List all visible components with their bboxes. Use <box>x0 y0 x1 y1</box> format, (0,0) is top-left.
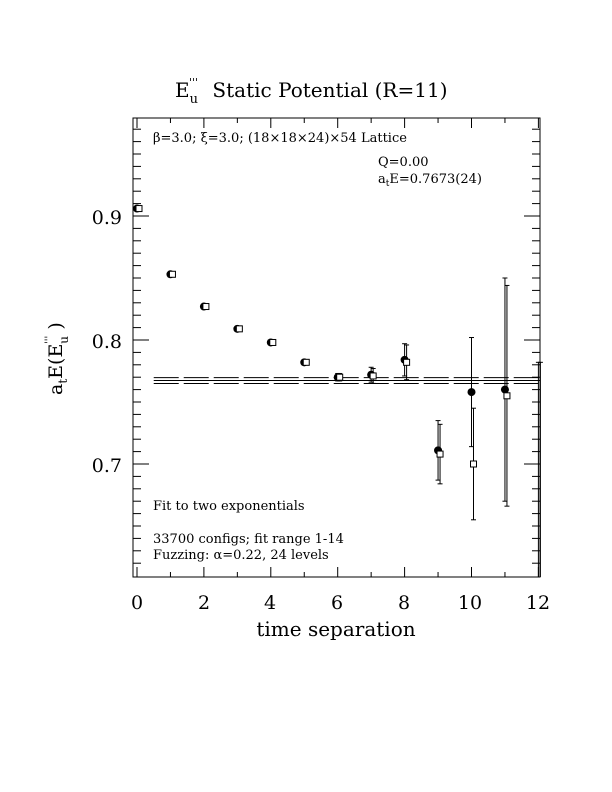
energy-a: a <box>378 172 386 187</box>
y-axis-label: atE(Eu''' ) <box>44 322 71 395</box>
energy-rest: E=0.7673(24) <box>389 172 482 187</box>
x-tick-label: 10 <box>458 592 482 614</box>
fit-type-annotation: Fit to two exponentials <box>153 499 305 514</box>
data-point-square <box>202 303 210 311</box>
ylabel-a: a <box>45 384 67 395</box>
data-point-square <box>503 392 511 400</box>
ylabel-sub: u <box>57 336 71 344</box>
title-sup: ''' <box>189 76 198 89</box>
y-tick-label: 0.9 <box>92 207 122 229</box>
x-axis-label: time separation <box>256 617 415 641</box>
fuzzing-annotation: Fuzzing: α=0.22, 24 levels <box>153 548 329 563</box>
ylabel-close: ) <box>45 322 67 335</box>
ylabel-t: t <box>56 379 70 384</box>
axis-ticks <box>133 118 540 577</box>
ylabel-sup: ''' <box>44 336 55 344</box>
data-point-square <box>269 338 277 346</box>
lattice-annotation: β=3.0; ξ=3.0; (18×18×24)×54 Lattice <box>153 131 407 146</box>
x-tick-label: 2 <box>198 592 210 614</box>
configs-annotation: 33700 configs; fit range 1-14 <box>153 532 344 547</box>
fit-band <box>153 377 540 385</box>
data-point-circle <box>467 388 476 397</box>
data-point-square <box>235 325 243 333</box>
energy-annotation: atE=0.7673(24) <box>378 172 482 189</box>
chart-title: Eu ''' Static Potential (R=11) <box>175 76 448 107</box>
data-point-square <box>302 358 310 366</box>
x-tick-label: 4 <box>264 592 276 614</box>
data-points <box>133 204 543 577</box>
x-tick-label: 0 <box>131 592 143 614</box>
data-point-square <box>436 450 444 458</box>
data-point-square <box>369 372 377 380</box>
title-main: E <box>175 78 190 102</box>
data-point-square <box>336 373 344 381</box>
title-sub: u <box>190 92 198 107</box>
y-tick-labels: 0.7 0.8 0.9 <box>92 207 122 477</box>
x-tick-label: 12 <box>526 592 550 614</box>
data-point-square <box>168 270 176 278</box>
y-tick-label: 0.7 <box>92 455 122 477</box>
q-annotation: Q=0.00 <box>378 155 429 170</box>
y-tick-label: 0.8 <box>92 331 122 353</box>
title-rest: Static Potential (R=11) <box>206 78 447 102</box>
data-point-square <box>470 460 477 468</box>
x-tick-label: 6 <box>331 592 343 614</box>
x-tick-label: 8 <box>398 592 410 614</box>
ylabel-rest: E(E <box>45 344 67 379</box>
data-point-square <box>135 205 143 213</box>
plot-frame <box>132 117 541 578</box>
data-point-square <box>403 358 411 366</box>
x-tick-labels: 0 2 4 6 8 10 12 <box>131 592 550 614</box>
energy-t: t <box>386 179 390 189</box>
